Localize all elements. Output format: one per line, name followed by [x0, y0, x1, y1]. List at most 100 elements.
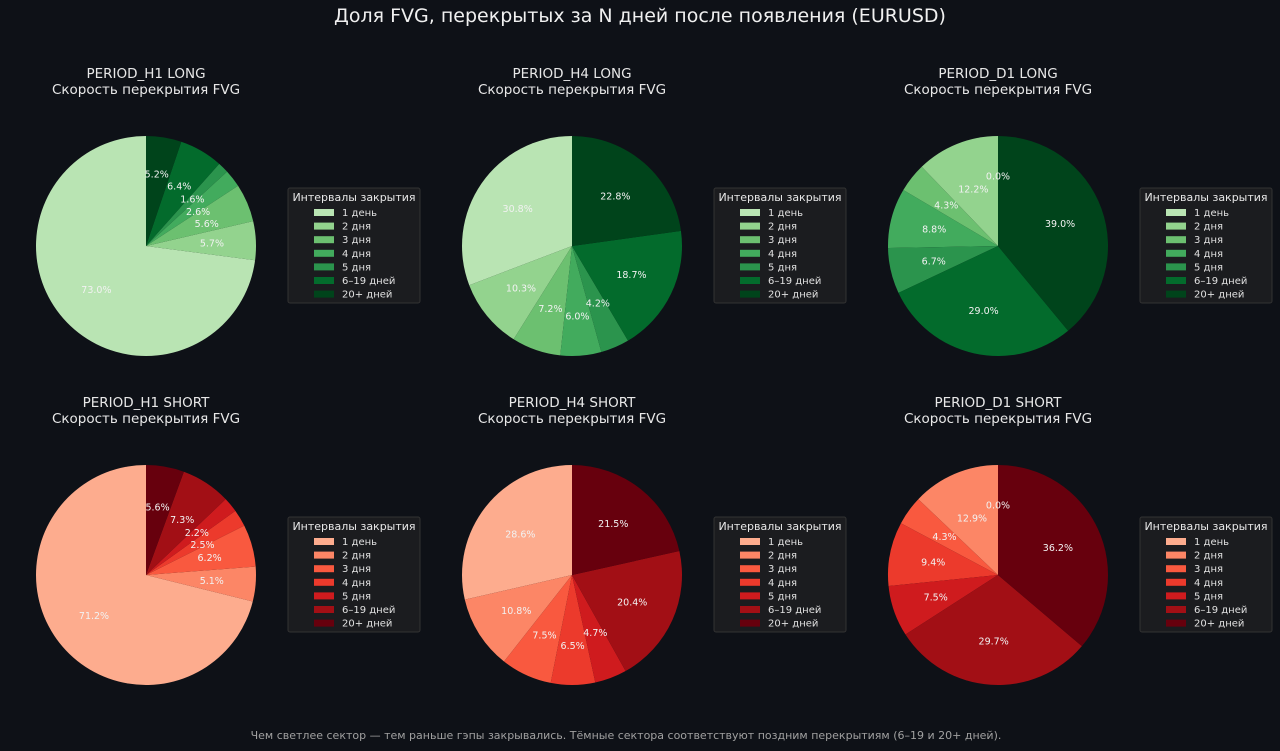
slice-label: 7.5%	[924, 592, 948, 603]
slice-label: 0.0%	[986, 171, 1010, 182]
pie-slice	[550, 575, 596, 685]
legend-swatch	[1166, 290, 1186, 298]
legend-label: 3 дня	[342, 564, 371, 575]
chart-subtitle: Скорость перекрытия FVG	[904, 82, 1092, 98]
legend-swatch	[1166, 565, 1186, 573]
legend-label: 6–19 дней	[342, 276, 395, 287]
slice-label: 6.5%	[561, 641, 585, 652]
chart-title: PERIOD_H4 LONG	[512, 66, 631, 82]
chart-legend: Интервалы закрытия 1 день 2 дня 3 дня 4 дня 5…	[713, 187, 847, 304]
legend-swatch	[314, 263, 334, 271]
slice-label: 6.0%	[565, 311, 589, 322]
chart-subtitle: Скорость перекрытия FVG	[52, 411, 240, 427]
legend-label: 3 дня	[768, 235, 797, 246]
pie-slice	[146, 185, 254, 246]
slice-label: 21.5%	[598, 519, 628, 530]
chart-legend: Интервалы закрытия 1 день 2 дня 3 дня 4 дня 5…	[713, 516, 847, 633]
slice-label: 2.2%	[185, 528, 209, 539]
legend-label: 2 дня	[768, 551, 797, 562]
pie-slice	[572, 465, 680, 575]
pie-slice	[504, 575, 572, 683]
chart-legend: Интервалы закрытия 1 день 2 дня 3 дня 4 дня 5…	[1139, 187, 1273, 304]
legend-swatch	[740, 619, 760, 627]
slice-label: 0.0%	[986, 501, 1010, 512]
legend-title: Интервалы закрытия	[292, 520, 415, 533]
legend-swatch	[1166, 236, 1186, 244]
pie-slice	[146, 163, 228, 246]
pie-slice	[146, 499, 236, 575]
pie-slice	[469, 246, 572, 340]
legend-swatch	[314, 578, 334, 586]
legend-swatch	[314, 236, 334, 244]
legend-swatch	[740, 592, 760, 600]
pie-slice	[146, 510, 245, 575]
legend-label: 20+ дней	[768, 619, 818, 630]
pie-slice	[900, 499, 998, 575]
figure-footnote: Чем светлее сектор — тем раньше гэпы зак…	[250, 729, 1002, 742]
legend-label: 2 дня	[768, 222, 797, 233]
legend-swatch	[314, 249, 334, 257]
pie-slice	[918, 465, 998, 575]
legend-swatch	[314, 538, 334, 545]
legend-label: 3 дня	[342, 235, 371, 246]
slice-label: 2.5%	[190, 540, 214, 551]
legend-swatch	[1166, 249, 1186, 257]
slice-label: 4.2%	[586, 298, 610, 309]
slice-label: 5.6%	[195, 219, 219, 230]
slice-label: 4.3%	[932, 532, 956, 543]
chart-title: PERIOD_D1 LONG	[938, 66, 1057, 82]
legend-swatch	[1166, 592, 1186, 600]
chart-title: PERIOD_H1 SHORT	[83, 395, 211, 411]
legend-title: Интервалы закрытия	[718, 520, 841, 533]
legend-label: 1 день	[1194, 537, 1229, 548]
chart-title: PERIOD_D1 SHORT	[934, 395, 1062, 411]
legend-label: 3 дня	[1194, 564, 1223, 575]
legend-label: 20+ дней	[342, 619, 392, 630]
figure-title: Доля FVG, перекрытых за N дней после поя…	[334, 5, 946, 27]
legend-label: 4 дня	[342, 578, 371, 589]
legend-label: 4 дня	[768, 249, 797, 260]
legend-label: 3 дня	[768, 564, 797, 575]
slice-label: 12.9%	[957, 514, 987, 525]
legend-label: 4 дня	[1194, 249, 1223, 260]
legend-swatch	[740, 236, 760, 244]
legend-label: 6–19 дней	[768, 605, 821, 616]
slice-label: 29.7%	[979, 636, 1009, 647]
slice-label: 7.2%	[538, 304, 562, 315]
pie-slice	[572, 575, 626, 683]
legend-swatch	[314, 565, 334, 573]
slice-label: 12.2%	[958, 184, 988, 195]
legend-box	[287, 187, 421, 304]
slice-label: 5.6%	[145, 503, 169, 514]
chart-legend: Интервалы закрытия 1 день 2 дня 3 дня 4 дня 5…	[1139, 516, 1273, 633]
chart-title: PERIOD_H4 SHORT	[509, 395, 637, 411]
chart-subtitle: Скорость перекрытия FVG	[478, 82, 666, 98]
chart-subtitle: Скорость перекрытия FVG	[478, 411, 666, 427]
pie-slice	[998, 465, 1108, 647]
legend-label: 4 дня	[1194, 578, 1223, 589]
pie-slice	[903, 166, 998, 246]
legend-box	[287, 516, 421, 633]
slice-label: 10.8%	[501, 606, 531, 617]
pie-slice	[887, 190, 998, 249]
legend-label: 1 день	[342, 208, 377, 219]
legend-swatch	[1166, 263, 1186, 271]
legend-swatch	[314, 209, 334, 216]
pie-slice	[35, 465, 253, 685]
legend-box	[713, 187, 847, 304]
legend-label: 5 дня	[1194, 262, 1223, 273]
slice-label: 28.6%	[505, 529, 535, 540]
legend-swatch	[1166, 551, 1186, 559]
slice-label: 2.6%	[186, 207, 210, 218]
slice-label: 39.0%	[1045, 219, 1075, 230]
pie-slice	[461, 465, 572, 600]
legend-label: 1 день	[342, 537, 377, 548]
slice-label: 10.3%	[506, 283, 536, 294]
pie-slice	[887, 523, 998, 587]
legend-label: 5 дня	[768, 262, 797, 273]
slice-label: 1.6%	[180, 195, 204, 206]
